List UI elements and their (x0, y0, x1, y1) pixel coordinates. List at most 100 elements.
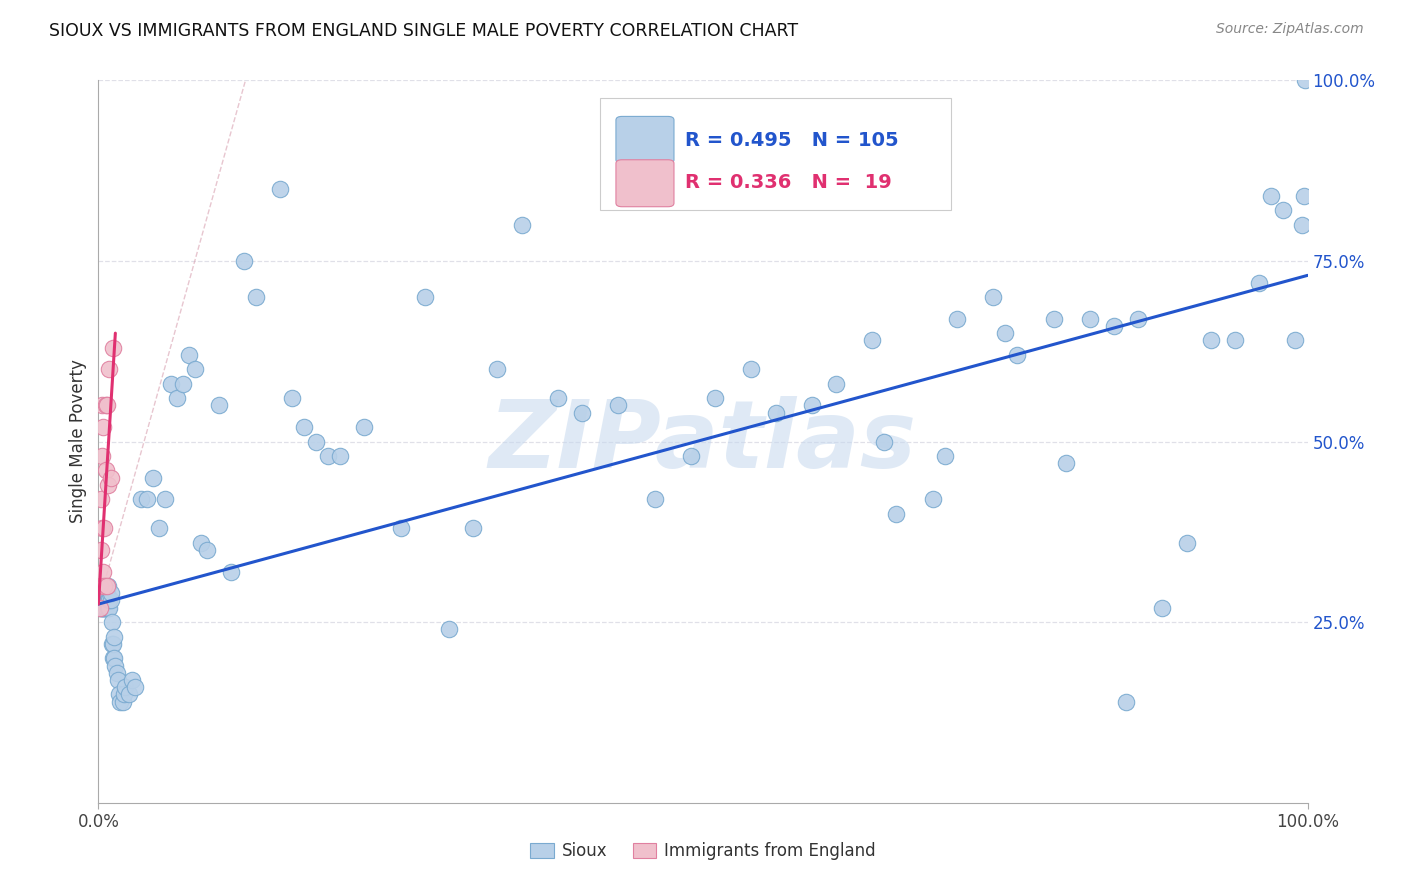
Point (97, 600, 120, 615)
Point (305, 434, 328, 449)
Point (571, 406, 593, 420)
Point (93, 521, 115, 535)
Point (135, 492, 157, 507)
Point (1102, 318, 1125, 333)
Point (800, 398, 823, 412)
Point (142, 470, 165, 484)
Text: R = 0.495   N = 105: R = 0.495 N = 105 (685, 131, 898, 150)
Point (184, 362, 207, 376)
Point (1175, 535, 1198, 549)
Point (704, 391, 727, 405)
Point (101, 341, 124, 355)
Point (97, 593, 120, 607)
Point (96, 593, 118, 607)
FancyBboxPatch shape (616, 117, 673, 163)
Point (96, 586, 118, 600)
Point (91, 600, 114, 615)
Point (111, 695, 134, 709)
Point (510, 218, 533, 232)
Point (96, 579, 118, 593)
Point (1054, 456, 1077, 470)
Point (981, 290, 1004, 304)
Point (97, 579, 120, 593)
Point (644, 492, 666, 507)
Point (1291, 218, 1313, 232)
Point (89, 600, 111, 615)
Point (91, 420, 114, 434)
Point (1223, 334, 1246, 348)
Point (1078, 311, 1101, 326)
Point (886, 507, 908, 521)
Point (121, 673, 143, 687)
Point (1260, 189, 1282, 203)
Point (179, 348, 201, 362)
Point (100, 586, 122, 600)
Point (91, 600, 114, 615)
Point (316, 449, 339, 463)
Point (921, 492, 943, 507)
Point (100, 470, 122, 484)
Point (389, 521, 412, 535)
Point (94, 600, 117, 615)
Point (1115, 695, 1137, 709)
Point (89, 579, 111, 593)
Point (208, 398, 231, 412)
Point (166, 391, 188, 405)
Point (221, 565, 243, 579)
Point (90, 600, 112, 615)
Point (89, 600, 111, 615)
Point (153, 492, 176, 507)
Point (437, 623, 460, 637)
Point (93, 579, 115, 593)
Point (108, 687, 131, 701)
Point (108, 695, 131, 709)
Legend: Sioux, Immigrants from England: Sioux, Immigrants from England (523, 836, 883, 867)
Point (245, 290, 267, 304)
Point (1249, 276, 1271, 290)
Point (873, 434, 896, 449)
Point (103, 630, 125, 644)
Point (112, 687, 135, 701)
Point (607, 398, 630, 412)
Point (160, 376, 183, 391)
Text: R = 0.336   N =  19: R = 0.336 N = 19 (685, 173, 891, 193)
Point (94, 398, 117, 412)
Point (91, 398, 114, 412)
Point (1294, 73, 1316, 87)
Point (105, 665, 128, 680)
Point (463, 521, 485, 535)
Text: ZIPatlas: ZIPatlas (489, 395, 917, 488)
Point (101, 651, 124, 665)
Point (129, 492, 152, 507)
Point (103, 651, 125, 665)
Point (90, 593, 112, 607)
Point (91, 600, 114, 615)
Point (679, 449, 702, 463)
Point (825, 376, 848, 391)
Point (91, 521, 114, 535)
Point (269, 182, 291, 196)
Point (934, 449, 956, 463)
Point (1292, 189, 1315, 203)
Point (994, 326, 1017, 340)
Point (1284, 334, 1306, 348)
Point (148, 521, 170, 535)
Point (190, 535, 212, 549)
Point (94, 593, 117, 607)
Y-axis label: Single Male Poverty: Single Male Poverty (69, 359, 87, 524)
Point (413, 290, 436, 304)
Point (100, 615, 122, 630)
Point (547, 391, 569, 405)
Point (124, 680, 146, 694)
Point (91, 565, 114, 579)
Point (93, 593, 115, 607)
Text: SIOUX VS IMMIGRANTS FROM ENGLAND SINGLE MALE POVERTY CORRELATION CHART: SIOUX VS IMMIGRANTS FROM ENGLAND SINGLE … (49, 22, 799, 40)
Point (94, 463, 117, 477)
Point (100, 593, 122, 607)
Point (1152, 600, 1174, 615)
Point (292, 420, 315, 434)
Point (232, 253, 254, 268)
Point (107, 673, 129, 687)
FancyBboxPatch shape (616, 160, 673, 207)
Point (860, 334, 883, 348)
